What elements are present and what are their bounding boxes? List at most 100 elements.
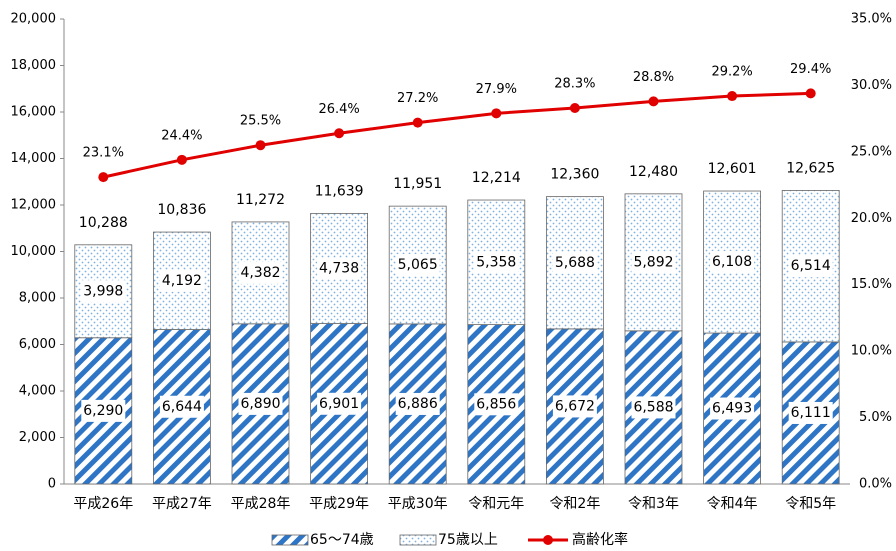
y-tick-label: 18,000 xyxy=(11,58,57,73)
line-label: 28.3% xyxy=(554,77,595,92)
y2-tick-label: 15.0% xyxy=(851,277,892,292)
data-label: 6,856 xyxy=(476,396,516,412)
line-label: 25.5% xyxy=(240,114,281,129)
label-bg xyxy=(631,251,676,274)
data-label: 4,382 xyxy=(240,265,280,281)
legend-label: 高齢化率 xyxy=(572,531,628,547)
data-label: 6,514 xyxy=(791,258,831,274)
legend-label: 65～74歳 xyxy=(310,532,374,547)
line-point xyxy=(98,172,109,183)
y-tick-label: 16,000 xyxy=(11,105,57,120)
y2-tick-label: 30.0% xyxy=(851,78,892,93)
label-bg xyxy=(238,261,283,284)
label-bg xyxy=(395,392,440,415)
label-bg xyxy=(159,269,204,292)
y-tick-label: 20,000 xyxy=(11,12,57,27)
y2-tick-label: 0.0% xyxy=(859,477,892,492)
y2-tick-label: 25.0% xyxy=(851,144,892,159)
x-tick-label: 平成27年 xyxy=(152,496,212,512)
y2-tick-label: 5.0% xyxy=(859,410,892,425)
total-label: 12,214 xyxy=(472,170,521,186)
total-label: 12,360 xyxy=(550,167,599,183)
label-bg xyxy=(710,251,755,274)
line-point xyxy=(412,117,423,128)
total-label: 11,951 xyxy=(393,176,442,192)
line-series xyxy=(102,91,811,179)
total-label: 12,601 xyxy=(708,161,757,177)
y-tick-label: 0 xyxy=(48,477,56,492)
legend-marker xyxy=(543,535,553,545)
legend-label: 75歳以上 xyxy=(438,532,498,547)
total-label: 12,480 xyxy=(629,164,678,180)
x-tick-label: 平成30年 xyxy=(388,496,448,512)
label-bg xyxy=(474,393,519,416)
data-label: 6,111 xyxy=(791,405,831,421)
line-label: 27.2% xyxy=(397,91,438,106)
x-tick-label: 令和元年 xyxy=(468,496,524,512)
y2-tick-label: 10.0% xyxy=(851,344,892,359)
label-bg xyxy=(81,399,126,422)
label-bg xyxy=(788,255,833,278)
line-label: 28.8% xyxy=(633,70,674,85)
y-tick-label: 8,000 xyxy=(19,291,56,306)
line-point xyxy=(255,140,266,151)
data-label: 6,108 xyxy=(712,254,752,270)
y-tick-label: 4,000 xyxy=(19,384,56,399)
x-tick-label: 令和4年 xyxy=(707,496,758,512)
line-point xyxy=(727,91,738,102)
line-label: 27.9% xyxy=(476,82,517,97)
data-label: 6,493 xyxy=(712,401,752,417)
data-label: 6,901 xyxy=(319,396,359,412)
label-bg xyxy=(788,401,833,424)
total-label: 10,836 xyxy=(157,202,206,218)
data-label: 3,998 xyxy=(83,283,123,299)
x-tick-label: 令和5年 xyxy=(785,496,836,512)
data-label: 5,892 xyxy=(633,254,673,270)
y-tick-label: 6,000 xyxy=(19,337,56,352)
total-label: 10,288 xyxy=(79,215,128,231)
line-label: 26.4% xyxy=(318,102,359,117)
line-label: 23.1% xyxy=(83,146,124,161)
total-label: 12,625 xyxy=(786,160,835,176)
data-label: 6,588 xyxy=(633,399,673,415)
data-label: 4,192 xyxy=(162,273,202,289)
x-tick-label: 平成29年 xyxy=(309,496,369,512)
data-label: 5,688 xyxy=(555,255,595,271)
line-point xyxy=(176,154,187,165)
label-bg xyxy=(395,254,440,277)
data-label: 4,738 xyxy=(319,260,359,276)
data-label: 6,290 xyxy=(83,403,123,419)
data-label: 6,886 xyxy=(398,396,438,412)
x-tick-label: 平成26年 xyxy=(73,496,133,512)
data-label: 5,065 xyxy=(398,257,438,273)
line-label: 29.2% xyxy=(711,65,752,80)
label-bg xyxy=(159,395,204,418)
total-label: 11,639 xyxy=(315,183,364,199)
x-tick-label: 令和2年 xyxy=(549,496,600,512)
line-point xyxy=(648,96,659,107)
y-tick-label: 12,000 xyxy=(11,198,57,213)
line-point xyxy=(569,103,580,114)
data-label: 6,890 xyxy=(240,396,280,412)
label-bg xyxy=(81,280,126,303)
label-bg xyxy=(552,395,597,418)
line-point xyxy=(334,128,345,139)
data-label: 6,672 xyxy=(555,398,595,414)
label-bg xyxy=(317,257,362,280)
label-bg xyxy=(710,397,755,420)
total-label: 11,272 xyxy=(236,192,285,208)
label-bg xyxy=(631,396,676,419)
y-tick-label: 2,000 xyxy=(19,430,56,445)
line-label: 24.4% xyxy=(161,128,202,143)
line-point xyxy=(805,88,816,99)
legend-swatch xyxy=(399,534,437,546)
data-label: 6,644 xyxy=(162,399,202,415)
label-bg xyxy=(552,251,597,274)
x-tick-label: 平成28年 xyxy=(231,496,291,512)
y-tick-label: 14,000 xyxy=(11,151,57,166)
label-bg xyxy=(474,251,519,274)
x-tick-label: 令和3年 xyxy=(628,496,679,512)
line-point xyxy=(491,108,502,119)
y2-tick-label: 20.0% xyxy=(851,211,892,226)
